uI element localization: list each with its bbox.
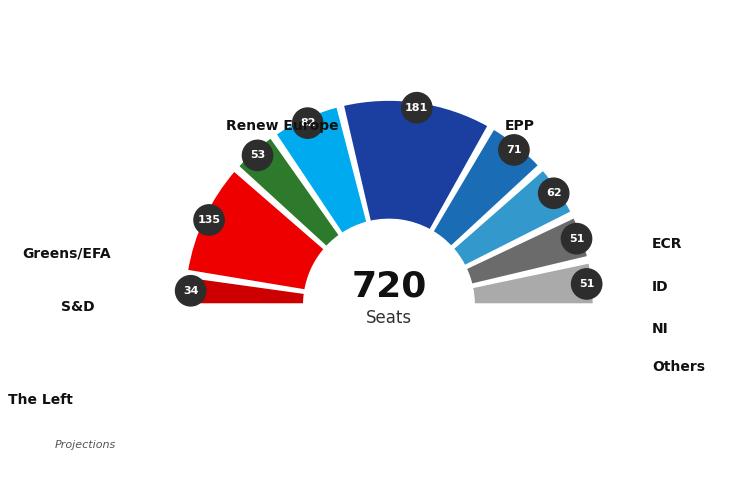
Text: 135: 135 bbox=[198, 215, 220, 225]
Text: 720: 720 bbox=[352, 270, 427, 304]
Wedge shape bbox=[466, 217, 588, 285]
Circle shape bbox=[304, 220, 474, 389]
Circle shape bbox=[293, 108, 323, 138]
Circle shape bbox=[242, 140, 273, 170]
Circle shape bbox=[539, 178, 569, 208]
Text: S&D: S&D bbox=[61, 300, 95, 314]
Text: 71: 71 bbox=[506, 145, 522, 155]
Wedge shape bbox=[453, 169, 572, 266]
Wedge shape bbox=[343, 100, 489, 231]
Text: The Left: The Left bbox=[8, 393, 73, 408]
Wedge shape bbox=[275, 106, 368, 234]
Wedge shape bbox=[184, 276, 305, 304]
Text: Greens/EFA: Greens/EFA bbox=[22, 246, 111, 260]
Text: ID: ID bbox=[652, 280, 668, 294]
Circle shape bbox=[499, 135, 529, 165]
Text: Others: Others bbox=[652, 360, 705, 374]
Text: Seats: Seats bbox=[366, 309, 412, 327]
Text: 82: 82 bbox=[300, 118, 315, 128]
Text: 181: 181 bbox=[405, 103, 428, 113]
Circle shape bbox=[194, 205, 224, 235]
Text: 62: 62 bbox=[546, 188, 562, 198]
Wedge shape bbox=[186, 170, 325, 291]
Text: 53: 53 bbox=[250, 150, 265, 161]
Circle shape bbox=[562, 223, 592, 254]
Text: 51: 51 bbox=[579, 279, 594, 289]
Text: NI: NI bbox=[652, 322, 668, 336]
Text: Renew Europe: Renew Europe bbox=[226, 119, 338, 133]
Wedge shape bbox=[472, 262, 594, 304]
Text: EPP: EPP bbox=[505, 119, 535, 133]
Text: 34: 34 bbox=[183, 286, 198, 296]
Text: 51: 51 bbox=[569, 234, 584, 244]
Text: ECR: ECR bbox=[652, 237, 682, 251]
Circle shape bbox=[175, 275, 206, 306]
Wedge shape bbox=[432, 128, 539, 247]
Circle shape bbox=[402, 93, 432, 123]
Circle shape bbox=[571, 269, 602, 299]
Wedge shape bbox=[238, 137, 340, 247]
Text: Projections: Projections bbox=[55, 440, 116, 450]
